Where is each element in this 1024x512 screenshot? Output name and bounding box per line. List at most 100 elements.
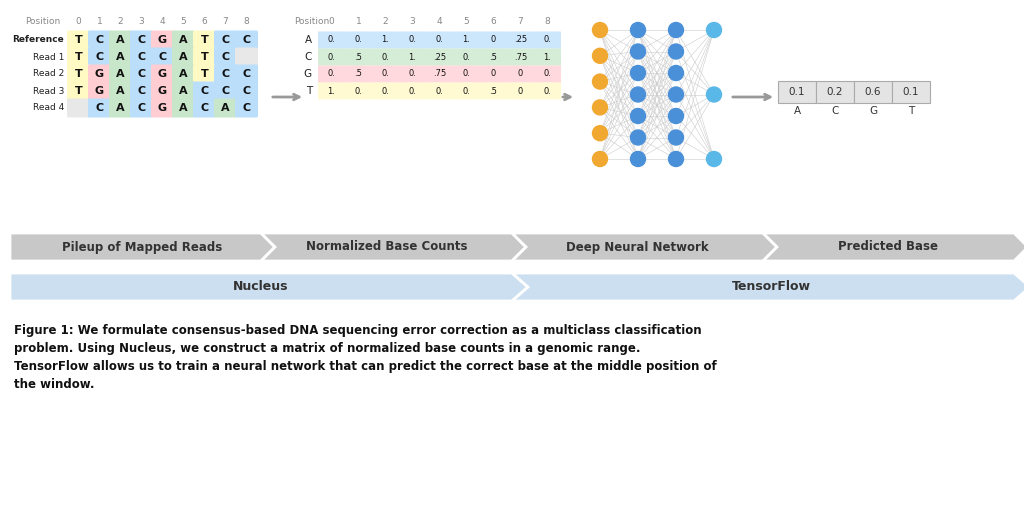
- FancyBboxPatch shape: [172, 48, 195, 67]
- Circle shape: [593, 126, 607, 141]
- Text: 0.1: 0.1: [788, 87, 805, 97]
- FancyBboxPatch shape: [88, 65, 111, 83]
- FancyBboxPatch shape: [109, 98, 132, 117]
- FancyBboxPatch shape: [67, 31, 90, 50]
- Circle shape: [631, 66, 645, 80]
- Circle shape: [631, 152, 645, 166]
- FancyBboxPatch shape: [151, 98, 174, 117]
- Circle shape: [669, 130, 683, 145]
- Circle shape: [631, 87, 645, 102]
- Text: T: T: [201, 52, 208, 62]
- Circle shape: [669, 23, 683, 37]
- Text: 0.: 0.: [435, 87, 443, 96]
- FancyBboxPatch shape: [426, 32, 453, 49]
- Text: C: C: [201, 103, 209, 113]
- FancyBboxPatch shape: [453, 32, 480, 49]
- FancyBboxPatch shape: [507, 49, 534, 66]
- Circle shape: [669, 44, 683, 59]
- Text: C: C: [221, 69, 229, 79]
- FancyBboxPatch shape: [193, 65, 216, 83]
- Text: 0.: 0.: [382, 70, 389, 78]
- Text: 0: 0: [329, 17, 335, 27]
- FancyBboxPatch shape: [778, 81, 816, 103]
- Text: C: C: [304, 52, 312, 62]
- Text: .5: .5: [489, 53, 498, 61]
- Text: Pileup of Mapped Reads: Pileup of Mapped Reads: [62, 241, 222, 253]
- Text: 0.: 0.: [409, 87, 417, 96]
- FancyBboxPatch shape: [399, 49, 426, 66]
- Text: Read 2: Read 2: [33, 70, 63, 78]
- FancyBboxPatch shape: [345, 82, 372, 99]
- Text: 0.: 0.: [382, 53, 389, 61]
- Text: 7: 7: [222, 17, 228, 27]
- FancyBboxPatch shape: [193, 98, 216, 117]
- FancyBboxPatch shape: [88, 81, 111, 100]
- Text: C: C: [137, 35, 145, 45]
- FancyBboxPatch shape: [67, 48, 90, 67]
- FancyBboxPatch shape: [234, 81, 258, 100]
- Circle shape: [707, 23, 722, 37]
- FancyBboxPatch shape: [214, 81, 237, 100]
- Circle shape: [669, 87, 683, 102]
- FancyBboxPatch shape: [151, 48, 174, 67]
- Text: Figure 1: We formulate consensus-based DNA sequencing error correction as a mult: Figure 1: We formulate consensus-based D…: [14, 324, 701, 337]
- FancyBboxPatch shape: [507, 66, 534, 82]
- Text: A: A: [179, 52, 187, 62]
- Text: 0.2: 0.2: [826, 87, 843, 97]
- Text: 0.: 0.: [435, 35, 443, 45]
- FancyBboxPatch shape: [234, 48, 258, 67]
- Text: T: T: [75, 86, 82, 96]
- FancyBboxPatch shape: [318, 32, 345, 49]
- Text: G: G: [158, 103, 167, 113]
- FancyBboxPatch shape: [214, 48, 237, 67]
- FancyBboxPatch shape: [534, 66, 561, 82]
- Text: T: T: [908, 106, 914, 116]
- Text: C: C: [137, 86, 145, 96]
- Text: 1: 1: [355, 17, 361, 27]
- Text: Reference: Reference: [12, 35, 63, 45]
- Text: 1.: 1.: [382, 35, 389, 45]
- Text: C: C: [201, 86, 209, 96]
- Polygon shape: [261, 233, 526, 261]
- Text: .5: .5: [354, 53, 362, 61]
- Text: 0.: 0.: [328, 53, 336, 61]
- FancyBboxPatch shape: [172, 98, 195, 117]
- Text: Normalized Base Counts: Normalized Base Counts: [306, 241, 467, 253]
- Text: G: G: [158, 35, 167, 45]
- FancyBboxPatch shape: [480, 66, 507, 82]
- Polygon shape: [512, 233, 777, 261]
- FancyBboxPatch shape: [453, 49, 480, 66]
- FancyBboxPatch shape: [130, 98, 153, 117]
- Text: C: C: [221, 52, 229, 62]
- Text: 1.: 1.: [544, 53, 552, 61]
- Text: .25: .25: [433, 53, 446, 61]
- Circle shape: [631, 44, 645, 59]
- Text: C: C: [95, 35, 103, 45]
- FancyBboxPatch shape: [234, 98, 258, 117]
- Text: A: A: [116, 52, 125, 62]
- FancyBboxPatch shape: [372, 66, 399, 82]
- Text: C: C: [243, 35, 251, 45]
- Text: problem. Using Nucleus, we construct a matrix of normalized base counts in a gen: problem. Using Nucleus, we construct a m…: [14, 342, 640, 355]
- Text: G: G: [158, 69, 167, 79]
- Text: C: C: [831, 106, 839, 116]
- Text: 0: 0: [518, 70, 523, 78]
- Text: A: A: [305, 35, 312, 45]
- Text: C: C: [137, 103, 145, 113]
- FancyBboxPatch shape: [172, 65, 195, 83]
- FancyBboxPatch shape: [453, 82, 480, 99]
- Circle shape: [593, 100, 607, 115]
- Text: C: C: [243, 86, 251, 96]
- Text: 1.: 1.: [409, 53, 417, 61]
- FancyBboxPatch shape: [534, 49, 561, 66]
- FancyBboxPatch shape: [816, 81, 854, 103]
- Text: TensorFlow allows us to train a neural network that can predict the correct base: TensorFlow allows us to train a neural n…: [14, 360, 717, 373]
- Text: 0.1: 0.1: [903, 87, 920, 97]
- Text: 0.: 0.: [409, 35, 417, 45]
- Text: A: A: [221, 103, 229, 113]
- Text: the window.: the window.: [14, 378, 94, 391]
- FancyBboxPatch shape: [534, 82, 561, 99]
- Text: T: T: [75, 69, 82, 79]
- FancyBboxPatch shape: [372, 49, 399, 66]
- Text: T: T: [201, 35, 208, 45]
